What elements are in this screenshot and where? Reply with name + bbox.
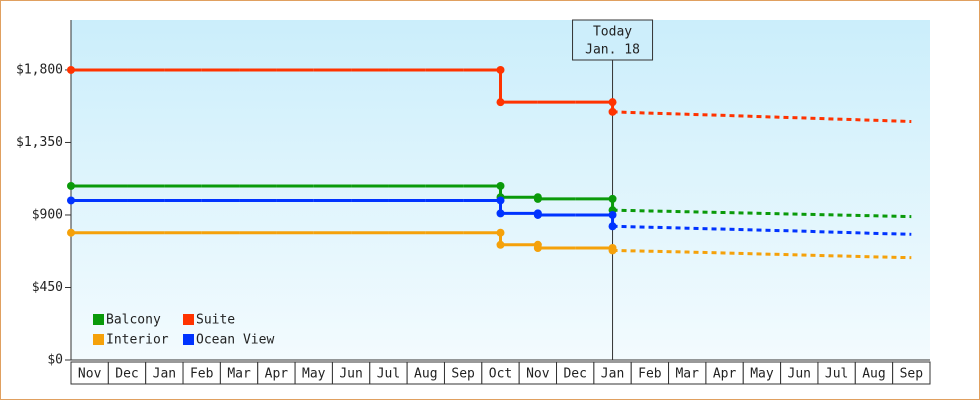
x-tick-label: Jan	[601, 367, 624, 382]
today-label: Today	[593, 25, 632, 40]
price-point	[496, 209, 505, 218]
legend-label: Suite	[196, 313, 235, 328]
today-box	[572, 19, 654, 61]
x-tick-label: Feb	[638, 367, 662, 382]
price-point	[496, 65, 505, 74]
legend-swatch	[93, 334, 104, 345]
x-tick-label: Apr	[265, 367, 289, 382]
y-tick-label: $1,350	[16, 135, 63, 150]
forecast-line	[612, 208, 912, 219]
x-tick-label: Aug	[414, 367, 437, 382]
price-point	[67, 196, 75, 205]
price-point	[496, 98, 505, 107]
x-tick-label: May	[302, 367, 326, 382]
x-tick-label: Feb	[190, 367, 214, 382]
price-point	[608, 246, 617, 255]
x-tick-label: Nov	[78, 367, 102, 382]
price-point	[533, 210, 542, 219]
price-point	[67, 228, 75, 237]
price-point	[496, 181, 505, 190]
legend-label: Interior	[106, 333, 169, 348]
legend-swatch	[93, 314, 104, 325]
today-label: Jan. 18	[585, 43, 640, 58]
x-tick-label: Mar	[675, 367, 699, 382]
legend-swatch	[183, 334, 194, 345]
price-point	[533, 194, 542, 203]
price-point	[67, 181, 75, 190]
y-tick-label: $450	[32, 280, 63, 295]
x-tick-label: Mar	[227, 367, 251, 382]
price-point	[496, 228, 505, 237]
forecast-line	[612, 248, 912, 260]
y-tick-label: $0	[47, 353, 63, 368]
x-tick-label: Oct	[489, 367, 512, 382]
x-tick-label: Sep	[900, 367, 924, 382]
x-tick-label: Jun	[788, 367, 811, 382]
x-tick-box	[892, 361, 931, 385]
x-tick-label: Apr	[713, 367, 737, 382]
price-point	[533, 244, 542, 253]
x-tick-label: Jul	[377, 367, 400, 382]
x-tick-label: Nov	[526, 367, 550, 382]
legend-label: Ocean View	[196, 333, 274, 348]
price-point	[608, 194, 617, 203]
forecast-line	[612, 110, 912, 124]
legend-label: Balcony	[106, 313, 161, 328]
price-point	[608, 210, 617, 219]
price-point	[496, 196, 505, 205]
price-point	[67, 65, 75, 74]
price-point	[608, 98, 617, 107]
x-tick-label: May	[750, 367, 774, 382]
x-tick-label: Sep	[451, 367, 475, 382]
y-tick-label: $900	[32, 207, 63, 222]
x-tick-label: Jun	[339, 367, 362, 382]
x-tick-label: Jul	[825, 367, 848, 382]
price-point	[496, 240, 505, 249]
price-point	[608, 107, 617, 116]
x-tick-label: Dec	[563, 367, 586, 382]
forecast-line	[612, 224, 912, 236]
x-tick-label: Dec	[115, 367, 138, 382]
x-tick-label: Jan	[153, 367, 176, 382]
legend-swatch	[183, 314, 194, 325]
x-tick-label: Aug	[862, 367, 885, 382]
y-tick-label: $1,800	[16, 62, 63, 77]
price-point	[608, 222, 617, 231]
